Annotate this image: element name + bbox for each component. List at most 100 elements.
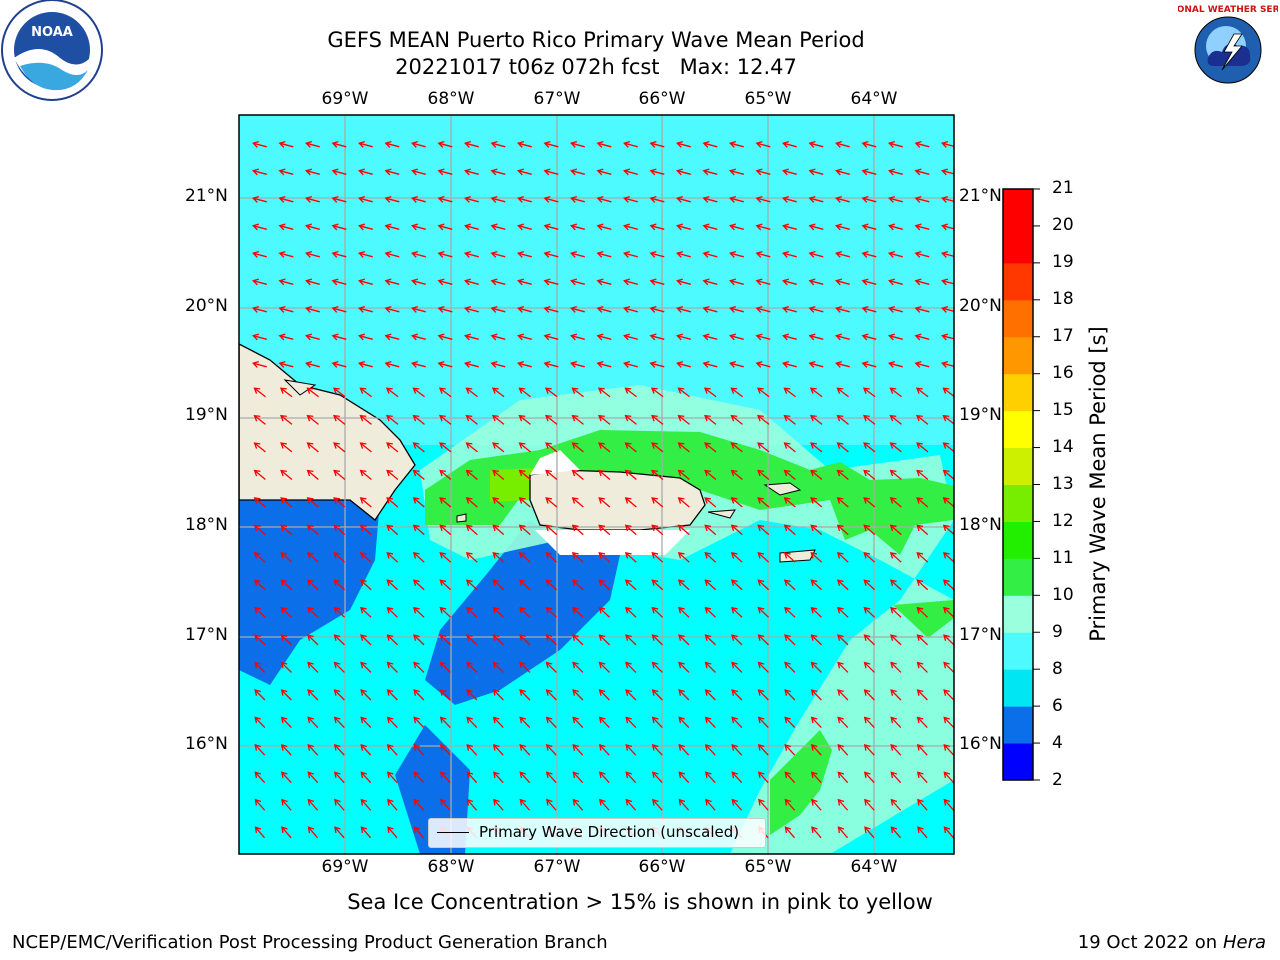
wave-direction-arrow [757, 606, 770, 618]
wave-direction-arrow [649, 140, 665, 148]
wave-direction-arrow [811, 798, 822, 811]
wave-direction-arrow [649, 333, 665, 341]
wave-direction-arrow [809, 387, 823, 398]
wave-direction-arrow [439, 524, 452, 536]
wave-direction-arrow [518, 524, 531, 536]
wave-direction-arrow [386, 414, 399, 425]
wave-direction-arrow [412, 497, 425, 508]
wave-direction-arrow [570, 278, 585, 286]
wave-direction-arrow [358, 278, 373, 286]
wave-direction-arrow [914, 333, 930, 341]
wave-direction-arrow [545, 497, 558, 508]
wave-direction-arrow [280, 743, 292, 756]
wave-direction-arrow [360, 661, 372, 673]
wave-direction-arrow [755, 305, 771, 313]
wave-direction-arrow [306, 497, 319, 508]
wave-direction-arrow [518, 414, 531, 425]
wave-direction-arrow [704, 634, 716, 646]
wave-direction-arrow [730, 551, 743, 563]
wave-direction-arrow [729, 278, 744, 286]
wave-direction-arrow [307, 826, 319, 839]
wave-direction-arrow [359, 442, 372, 453]
wave-direction-arrow [307, 716, 319, 729]
band-10-11-south [770, 730, 832, 835]
wave-direction-arrow [677, 497, 690, 508]
wave-direction-arrow [943, 716, 954, 729]
wave-direction-arrow [889, 524, 902, 536]
wave-direction-arrow [278, 278, 294, 286]
colorbar-segment [1003, 632, 1033, 670]
wave-direction-arrow [411, 278, 426, 286]
wave-direction-arrow [570, 305, 585, 313]
footer-branch: NCEP/EMC/Verification Post Processing Pr… [12, 932, 608, 953]
wave-direction-arrow [704, 743, 716, 756]
wave-direction-arrow [757, 442, 770, 453]
wave-direction-arrow [863, 469, 876, 480]
wave-direction-arrow [943, 689, 954, 701]
wave-direction-arrow [677, 469, 690, 480]
wave-direction-arrow [783, 469, 796, 480]
wave-direction-arrow [490, 278, 506, 286]
wave-direction-arrow [863, 524, 876, 536]
wave-direction-arrow [917, 826, 928, 839]
wave-direction-arrow [411, 140, 426, 148]
wave-direction-arrow [334, 798, 345, 811]
wave-direction-arrow [518, 551, 531, 563]
wave-direction-arrow [384, 250, 400, 258]
wave-direction-arrow [278, 195, 294, 203]
wave-direction-arrow [625, 716, 637, 729]
wave-direction-arrow [836, 497, 849, 508]
wave-direction-arrow [678, 634, 690, 646]
wave-direction-arrow [676, 168, 691, 176]
wave-direction-arrow [757, 469, 770, 480]
wave-direction-arrow [545, 442, 558, 453]
wave-direction-arrow [889, 497, 902, 508]
wave-direction-arrow [412, 551, 425, 563]
wave-direction-arrow [412, 387, 425, 398]
wave-direction-arrow [439, 743, 451, 756]
wave-direction-arrow [413, 661, 425, 673]
wave-direction-arrow [810, 634, 822, 646]
wave-direction-arrow [676, 278, 691, 286]
wave-direction-arrow [254, 661, 266, 673]
wave-direction-arrow [942, 524, 954, 536]
wave-direction-arrow [305, 250, 320, 258]
wave-direction-arrow [386, 442, 399, 453]
wave-direction-arrow [808, 360, 824, 368]
nws-logo: NATIONAL WEATHER SERVICE [1178, 2, 1278, 98]
wave-direction-arrow [570, 223, 585, 231]
wave-direction-arrow [387, 798, 398, 811]
wave-direction-arrow [651, 689, 663, 701]
wave-direction-arrow [519, 798, 531, 811]
wave-direction-arrow [438, 387, 452, 398]
wave-direction-arrow [517, 333, 532, 341]
wave-direction-arrow [730, 497, 743, 508]
lat-label-right-19n: 19°N [959, 405, 1002, 425]
wave-direction-arrow [678, 606, 690, 618]
wave-direction-arrow [889, 442, 902, 453]
wave-direction-arrow [570, 333, 585, 341]
wave-direction-arrow [331, 140, 347, 148]
wave-direction-arrow [572, 689, 584, 701]
wave-direction-arrow [890, 661, 902, 673]
wave-direction-arrow [888, 278, 903, 286]
wave-direction-arrow [466, 771, 478, 784]
wave-direction-arrow [492, 497, 505, 508]
wave-direction-arrow [254, 771, 266, 784]
wave-direction-arrow [492, 551, 505, 563]
wave-direction-arrow [572, 743, 584, 756]
wave-direction-arrow [704, 771, 716, 784]
wave-direction-arrow [333, 442, 346, 453]
wave-direction-arrow [861, 278, 877, 286]
wave-direction-arrow [731, 606, 743, 618]
wave-direction-arrow [305, 223, 320, 231]
wave-direction-arrow [836, 469, 849, 480]
wave-direction-arrow [518, 579, 531, 591]
wave-direction-arrow [411, 195, 426, 203]
wave-direction-arrow [837, 743, 849, 756]
wave-direction-arrow [755, 360, 771, 368]
wave-direction-arrow [464, 278, 479, 286]
wave-direction-arrow [464, 168, 479, 176]
wave-direction-arrow [730, 469, 743, 480]
wave-direction-arrow [358, 305, 373, 313]
